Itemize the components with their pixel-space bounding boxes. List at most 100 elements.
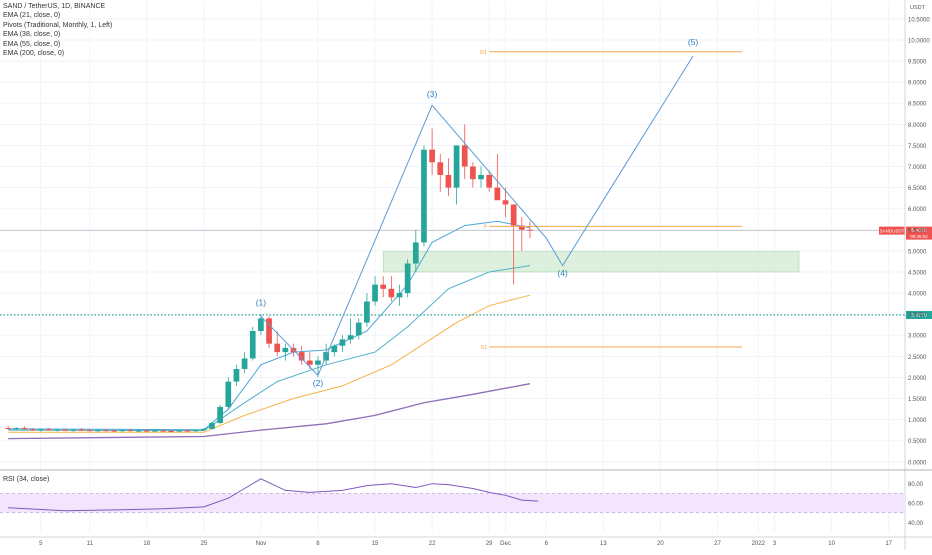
candle-body[interactable]	[176, 430, 183, 432]
candle-body[interactable]	[470, 166, 476, 180]
ema21-line[interactable]	[8, 220, 531, 431]
candle-body[interactable]	[103, 430, 109, 432]
elliott-wave-label[interactable]: (1)	[256, 298, 267, 308]
candle-body[interactable]	[258, 318, 264, 332]
candle-body[interactable]	[274, 343, 281, 353]
y-tick-label: 7.5000	[908, 144, 927, 150]
candle-body[interactable]	[184, 430, 191, 432]
candle-body[interactable]	[135, 430, 142, 432]
elliott-wave-label[interactable]: (2)	[313, 378, 324, 388]
candle-body[interactable]	[421, 149, 427, 243]
candle-body[interactable]	[233, 368, 240, 382]
candle-body[interactable]	[143, 430, 150, 432]
candle-body[interactable]	[127, 430, 134, 432]
candle-body[interactable]	[21, 428, 28, 430]
candle-body[interactable]	[388, 288, 395, 298]
candle-body[interactable]	[192, 430, 199, 432]
indicator-pivots[interactable]: Pivots (Traditional, Monthly, 1, Left)	[3, 21, 113, 29]
y-tick-label: 3.5000	[908, 313, 927, 319]
candle-body[interactable]	[347, 335, 354, 340]
ema55-line[interactable]	[8, 294, 531, 433]
elliott-wave-path[interactable]	[260, 55, 694, 377]
candle-body[interactable]	[266, 318, 272, 344]
candle-body[interactable]	[209, 422, 215, 429]
support-zone[interactable]	[382, 251, 800, 273]
indicator-ema21[interactable]: EMA (21, close, 0)	[3, 12, 61, 20]
indicator-ema55[interactable]: EMA (55, close, 0)	[3, 40, 61, 48]
candle-body[interactable]	[429, 149, 435, 163]
candle-body[interactable]	[70, 429, 77, 431]
candle-body[interactable]	[78, 429, 85, 431]
candle-body[interactable]	[152, 430, 158, 432]
candle-body[interactable]	[461, 145, 468, 167]
y-tick-label: 8.0000	[908, 123, 927, 129]
candle-body[interactable]	[412, 242, 419, 264]
candle-body[interactable]	[13, 428, 20, 430]
x-tick-label: 18	[143, 541, 150, 547]
candle-body[interactable]	[200, 428, 207, 431]
candle-body[interactable]	[225, 381, 232, 407]
x-tick-label: 6	[545, 541, 549, 547]
indicator-ema200[interactable]: EMA (200, close, 0)	[3, 50, 65, 58]
y-tick-label: 1.5000	[908, 397, 927, 403]
candle-body[interactable]	[298, 352, 305, 361]
ema200-line[interactable]	[8, 383, 531, 440]
x-tick-label: 3	[773, 541, 777, 547]
candle-body[interactable]	[331, 345, 338, 353]
candle-body[interactable]	[527, 229, 533, 231]
candle-body[interactable]	[510, 204, 517, 226]
pivot-label: R1	[480, 50, 487, 56]
elliott-wave-label[interactable]: (5)	[688, 37, 699, 47]
candle-body[interactable]	[94, 430, 101, 432]
candle-body[interactable]	[380, 284, 387, 289]
indicator-legend: SAND / TetherUS, 1D, BINANCE EMA (21, cl…	[3, 2, 112, 58]
candle-body[interactable]	[396, 293, 403, 298]
y-tick-label: 5.0000	[908, 249, 927, 255]
candle-body[interactable]	[37, 429, 44, 431]
elliott-wave-label[interactable]: (3)	[427, 89, 438, 99]
candle-body[interactable]	[494, 187, 501, 201]
candle-body[interactable]	[364, 301, 370, 323]
y-tick-label: 4.5000	[908, 270, 927, 276]
candle-body[interactable]	[54, 429, 60, 431]
candle-body[interactable]	[339, 339, 346, 346]
rsi-legend[interactable]: RSI (34, close)	[3, 476, 50, 483]
candle-body[interactable]	[62, 429, 69, 431]
candle-body[interactable]	[306, 360, 313, 365]
candle-body[interactable]	[486, 174, 493, 188]
candle-body[interactable]	[445, 174, 452, 188]
candle-body[interactable]	[478, 174, 484, 180]
candle-body[interactable]	[46, 429, 52, 431]
candle-body[interactable]	[372, 284, 378, 302]
candle-body[interactable]	[119, 430, 126, 432]
candle-body[interactable]	[5, 428, 12, 430]
candle-body[interactable]	[160, 430, 166, 432]
candle-body[interactable]	[453, 145, 460, 188]
indicator-ema38[interactable]: EMA (38, close, 0)	[3, 31, 61, 39]
candle-body[interactable]	[86, 430, 93, 432]
y-tick-label: 5.5000	[908, 228, 927, 234]
candle-body[interactable]	[282, 347, 289, 353]
y-tick-label: 0.0000	[908, 460, 927, 466]
candle-body[interactable]	[249, 331, 256, 359]
ema38-line[interactable]	[8, 265, 531, 432]
candle-body[interactable]	[437, 162, 444, 175]
candle-body[interactable]	[111, 430, 117, 432]
candle-body[interactable]	[315, 360, 321, 365]
candle-body[interactable]	[168, 430, 175, 432]
candle-body[interactable]	[217, 406, 223, 423]
candle-body[interactable]	[29, 429, 36, 431]
candle-body[interactable]	[355, 322, 362, 336]
ticker-tag	[879, 226, 905, 235]
candle-body[interactable]	[404, 263, 411, 294]
x-tick-label: Dec	[500, 541, 511, 547]
rsi-line[interactable]	[8, 478, 539, 512]
elliott-wave-label[interactable]: (4)	[557, 268, 568, 278]
x-tick-label: 8	[316, 541, 320, 547]
candle-body[interactable]	[518, 225, 525, 230]
candle-body[interactable]	[241, 358, 248, 369]
pivot-label: S1	[480, 345, 487, 351]
candle-body[interactable]	[502, 200, 509, 205]
